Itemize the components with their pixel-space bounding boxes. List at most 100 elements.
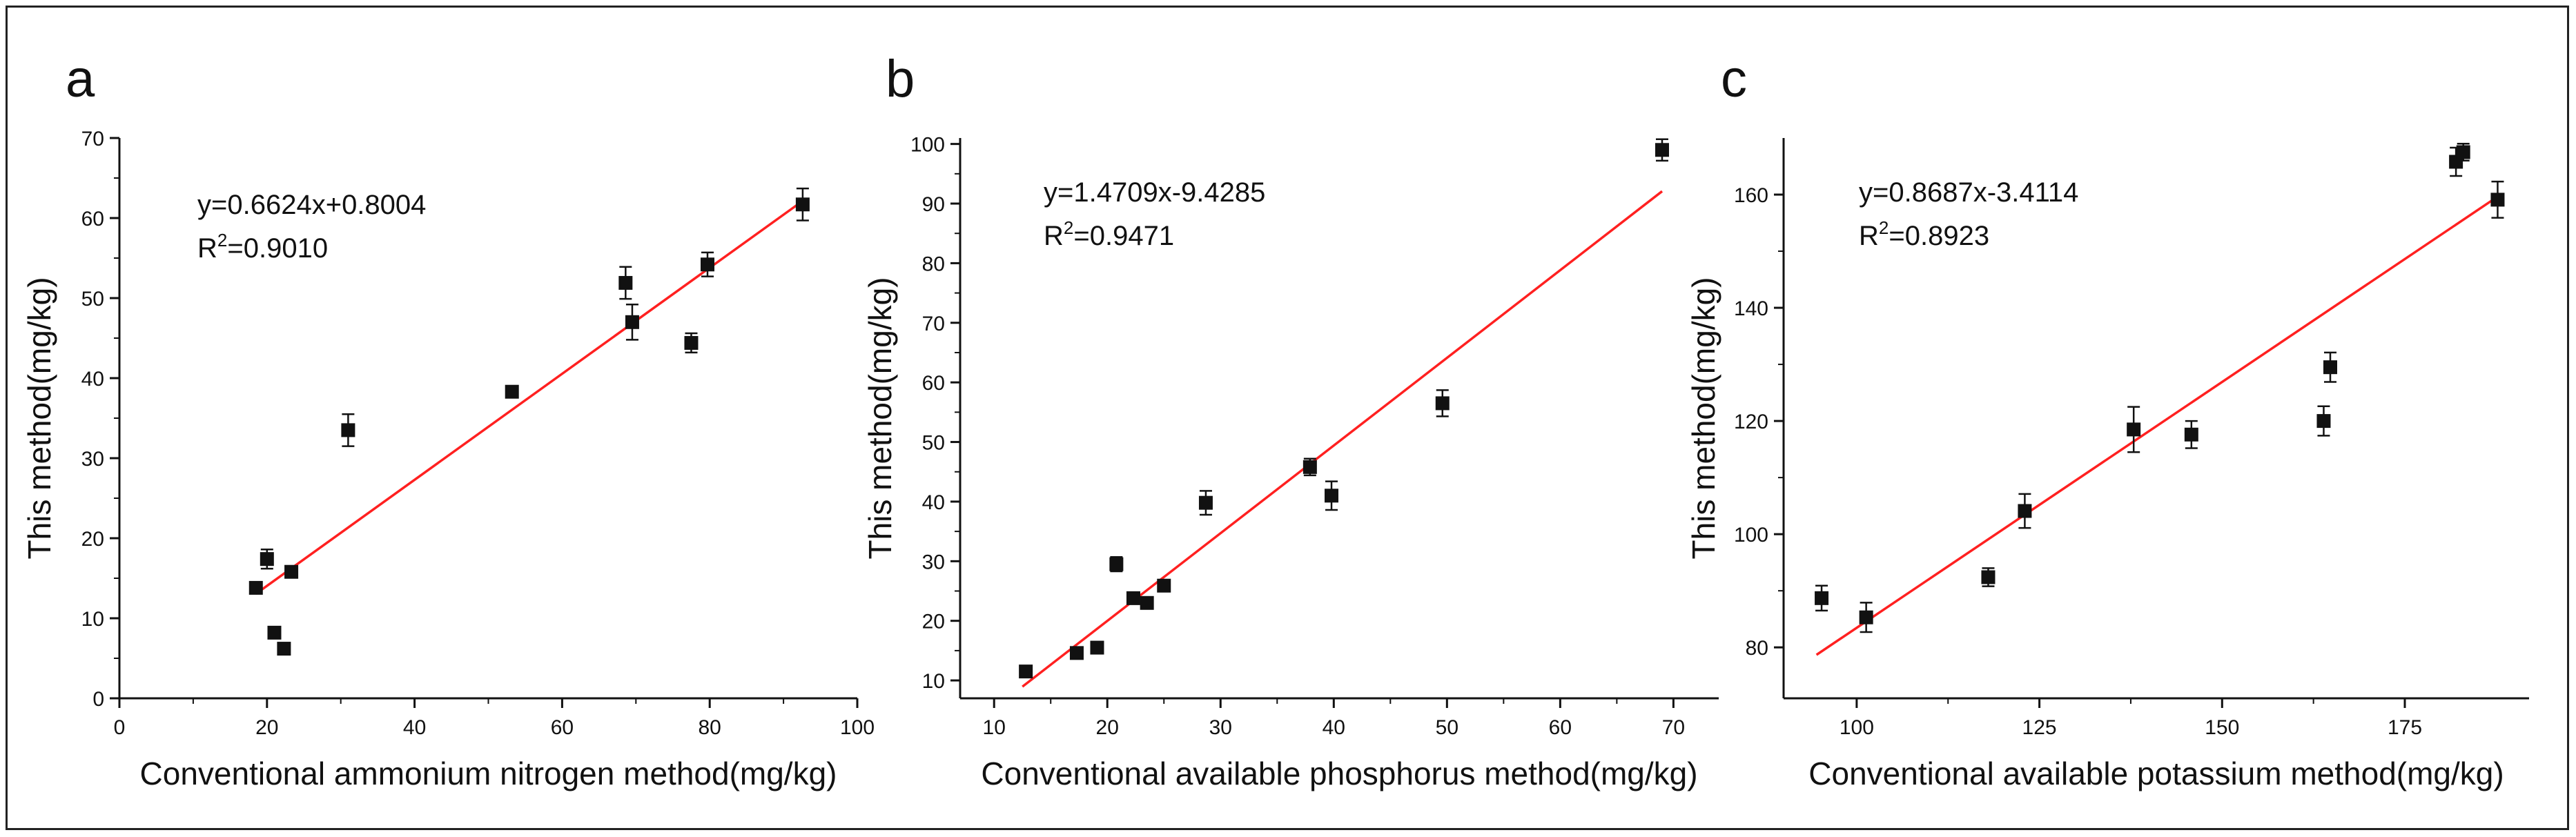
r-squared-value: =0.9471 — [1073, 221, 1174, 251]
data-point — [2323, 360, 2337, 375]
y-axis-title: This method(mg/kg) — [1686, 277, 1721, 559]
data-point — [700, 257, 714, 272]
r-squared-symbol: R — [197, 233, 217, 264]
y-tick-label: 10 — [922, 670, 945, 693]
data-point — [2018, 504, 2032, 518]
data-point — [248, 580, 263, 595]
r-squared: R2=0.9010 — [197, 230, 328, 264]
y-tick-label: 40 — [922, 491, 945, 514]
x-tick-label: 70 — [1662, 716, 1685, 739]
y-tick-label: 50 — [922, 432, 945, 455]
x-tick-label: 20 — [255, 716, 278, 739]
panel-label: b — [886, 50, 915, 108]
data-point — [618, 275, 633, 290]
y-tick-label: 160 — [1734, 184, 1768, 207]
y-tick-label: 60 — [922, 372, 945, 395]
r-squared-symbol: R — [1859, 221, 1879, 251]
x-tick-label: 40 — [1323, 716, 1345, 739]
data-point — [505, 384, 519, 399]
y-tick-label: 120 — [1734, 411, 1768, 433]
data-point — [2456, 145, 2470, 159]
data-point — [2316, 414, 2331, 429]
data-point — [267, 625, 282, 640]
y-tick-label: 20 — [81, 528, 104, 551]
y-tick-label: 10 — [81, 608, 104, 631]
y-tick-label: 30 — [81, 448, 104, 471]
y-tick-label: 20 — [922, 611, 945, 633]
data-point — [1325, 489, 1339, 503]
regression-equation: y=1.4709x-9.4285 — [1044, 177, 1265, 208]
data-point — [684, 335, 699, 350]
x-tick-label: 150 — [2205, 716, 2239, 739]
data-point — [1859, 610, 1873, 624]
data-point — [2127, 422, 2141, 437]
y-tick-label: 60 — [81, 208, 104, 230]
y-tick-label: 100 — [1734, 524, 1768, 546]
r-squared: R2=0.8923 — [1859, 217, 1989, 251]
r-squared-symbol: R — [1044, 221, 1064, 251]
r-squared-superscript: 2 — [217, 230, 227, 250]
x-tick-label: 60 — [1549, 716, 1572, 739]
y-tick-label: 100 — [910, 134, 945, 157]
fit-line — [1022, 190, 1663, 688]
x-tick-label: 10 — [983, 716, 1006, 739]
regression-equation: y=0.6624x+0.8004 — [197, 190, 426, 220]
y-tick-label: 70 — [922, 313, 945, 335]
fit-line — [1815, 194, 2501, 656]
y-tick-label: 30 — [922, 551, 945, 573]
data-point — [1090, 640, 1104, 655]
figure-frame — [6, 6, 2569, 830]
data-point — [1981, 570, 1996, 584]
y-axis-title: This method(mg/kg) — [862, 277, 898, 559]
panel-b: b 10 20 30 40 50 60 70 10 20 30 40 50 60 70 80 90 100 Conv… — [862, 50, 1719, 791]
y-tick-label: 90 — [922, 193, 945, 216]
data-point — [1655, 143, 1669, 157]
x-tick-label: 20 — [1096, 716, 1119, 739]
x-tick-label: 125 — [2022, 716, 2057, 739]
x-tick-label: 80 — [699, 716, 721, 739]
y-tick-label: 140 — [1734, 297, 1768, 320]
data-point — [1157, 578, 1171, 593]
fit-line — [255, 200, 803, 595]
data-point — [1109, 557, 1124, 571]
y-axis-title: This method(mg/kg) — [21, 277, 57, 559]
y-tick-label: 0 — [92, 688, 104, 711]
r-squared-superscript: 2 — [1064, 217, 1073, 238]
y-tick-label: 50 — [81, 288, 104, 311]
r-squared: R2=0.9471 — [1044, 217, 1174, 251]
data-point — [1069, 646, 1084, 660]
x-axis-title: Conventional available potassium method(… — [1808, 756, 2504, 791]
panel-a: a 0 20 40 60 80 100 0 10 20 30 40 50 60 70 Conventional… — [21, 50, 875, 791]
data-point — [1019, 664, 1033, 679]
data-point — [341, 423, 355, 437]
regression-equation: y=0.8687x-3.4114 — [1859, 177, 2078, 208]
y-tick-label: 80 — [1746, 637, 1768, 660]
r-squared-value: =0.8923 — [1889, 221, 1989, 251]
data-point — [1302, 460, 1317, 474]
x-tick-label: 100 — [1840, 716, 1874, 739]
x-axis-title: Conventional available phosphorus method… — [981, 756, 1697, 791]
data-point — [260, 552, 274, 567]
x-tick-label: 0 — [114, 716, 126, 739]
r-squared-superscript: 2 — [1879, 217, 1889, 238]
x-tick-label: 175 — [2388, 716, 2422, 739]
data-point — [795, 197, 810, 212]
data-point — [625, 315, 639, 329]
data-point — [1198, 495, 1213, 510]
x-tick-label: 30 — [1209, 716, 1232, 739]
data-point — [277, 642, 291, 656]
panel-label: c — [1721, 50, 1747, 108]
panel-label: a — [66, 50, 95, 108]
data-point — [284, 564, 299, 579]
x-tick-label: 50 — [1436, 716, 1458, 739]
x-axis-title: Conventional ammonium nitrogen method(mg… — [140, 756, 837, 791]
y-tick-label: 70 — [81, 128, 104, 150]
data-point — [1815, 591, 1829, 605]
data-point — [1126, 591, 1140, 605]
x-tick-label: 100 — [840, 716, 875, 739]
panel-c: c 100 125 150 175 80 100 120 140 160 Conventional … — [1686, 50, 2529, 791]
data-point — [1435, 396, 1450, 411]
data-point — [1140, 595, 1154, 610]
r-squared-value: =0.9010 — [227, 233, 328, 264]
